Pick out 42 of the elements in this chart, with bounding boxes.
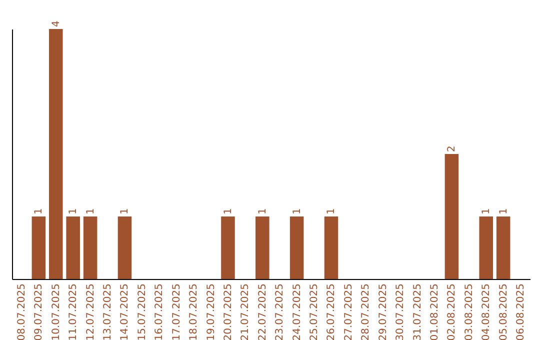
data-label: 1 [120,208,131,214]
data-label: 1 [481,208,492,214]
x-tick-label: 15.07.2025 [136,284,148,340]
x-tick-label: 29.07.2025 [378,284,389,340]
x-tick-label: 14.07.2025 [120,284,131,340]
data-label: 1 [498,208,510,214]
data-label: 1 [34,208,45,214]
x-tick-label: 31.07.2025 [412,284,424,340]
x-tick-label: 05.08.2025 [498,284,510,340]
data-label: 1 [326,208,338,214]
x-tick-label: 09.07.2025 [34,284,45,340]
x-tick-label: 23.07.2025 [274,284,286,340]
x-tick-label: 24.07.2025 [292,284,303,340]
x-tick-label: 20.07.2025 [222,284,234,340]
data-label: 4 [50,20,62,27]
x-tick-label: 22.07.2025 [257,284,268,340]
x-tick-label: 19.07.2025 [206,284,217,340]
data-label: 1 [68,208,80,214]
data-label: 1 [257,208,268,214]
x-tick-label: 10.07.2025 [50,284,62,340]
x-tick-label: 04.08.2025 [481,284,492,340]
x-tick-label: 30.07.2025 [395,284,406,340]
x-tick-label: 02.08.2025 [446,284,458,340]
x-tick-label: 17.07.2025 [171,284,182,340]
x-tick-label: 16.07.2025 [154,284,166,340]
data-label: 2 [446,146,458,152]
x-tick-label: 25.07.2025 [309,284,320,340]
x-tick-label: 06.08.2025 [516,284,527,340]
x-tick-label: 03.08.2025 [464,284,475,340]
x-tick-label: 01.08.2025 [429,284,440,340]
x-tick-label: 27.07.2025 [343,284,354,340]
x-tick-label: 12.07.2025 [85,284,96,340]
data-label: 1 [292,208,303,214]
data-label: 1 [85,208,96,214]
x-tick-label: 26.07.2025 [326,284,338,340]
x-tick-label: 11.07.2025 [68,284,80,340]
x-tick-label: 21.07.2025 [240,284,252,340]
x-tick-label: 08.07.2025 [16,284,28,340]
x-tick-label: 28.07.2025 [360,284,372,340]
x-tick-label: 13.07.2025 [102,284,114,340]
x-tick-label: 18.07.2025 [188,284,200,340]
data-label: 1 [222,208,234,214]
